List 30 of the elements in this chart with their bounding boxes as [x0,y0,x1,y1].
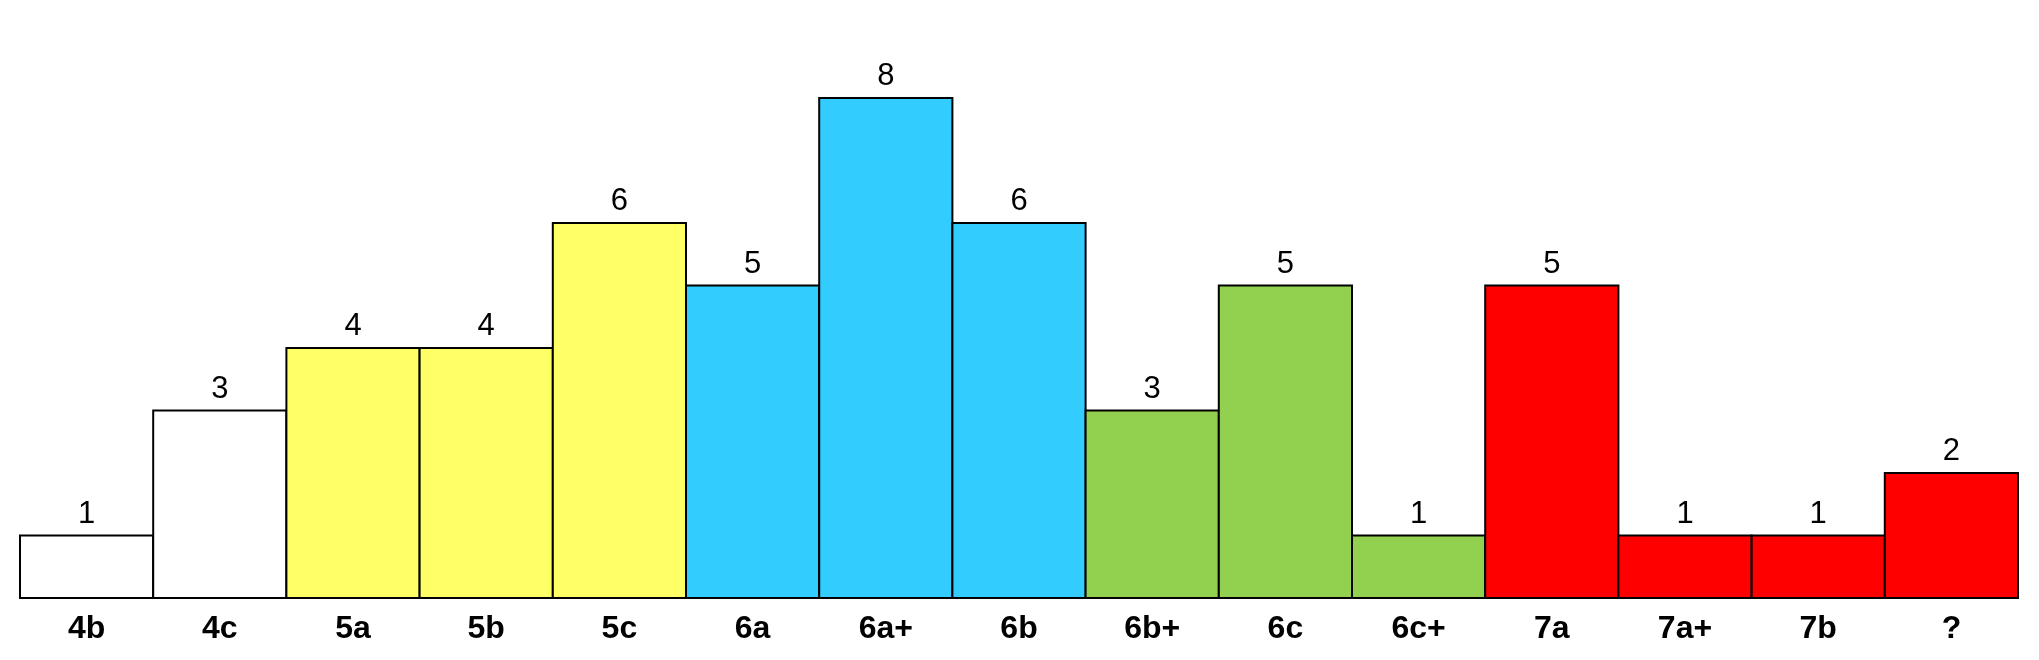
data-label: 6 [1010,182,1028,217]
data-label: 8 [877,57,895,92]
x-tick-label: 6c [1267,608,1304,645]
x-tick-label: 4c [202,608,238,645]
x-tick-label: 6b [1000,608,1038,645]
data-label: 3 [211,369,229,405]
x-tick-label: 7a+ [1657,608,1713,645]
x-tick-label: 6a+ [858,608,913,645]
data-label: 1 [1676,494,1694,530]
x-tick-label: 6a [734,608,771,645]
x-tick-label: ? [1941,608,1962,645]
data-label: 5 [1276,244,1295,280]
data-label: 4 [477,307,495,342]
data-label: 6 [610,182,629,217]
data-label: 1 [77,494,96,530]
x-tick-label: 7b [1799,608,1837,645]
data-label: 4 [344,307,362,342]
x-tick-label: 6b+ [1124,608,1181,645]
data-label: 1 [1809,494,1827,530]
x-tick-label: 5b [467,608,505,645]
x-tick-label: 4b [67,608,106,645]
data-label: 2 [1942,432,1961,467]
data-label: 5 [743,244,762,280]
data-label: 1 [1409,494,1428,530]
data-label: 5 [1543,244,1561,280]
x-tick-label: 5a [335,608,371,645]
x-tick-label: 7a [1534,608,1570,645]
data-label: 3 [1143,369,1161,405]
x-tick-label: 6c+ [1391,608,1446,645]
x-tick-label: 5c [601,608,638,645]
